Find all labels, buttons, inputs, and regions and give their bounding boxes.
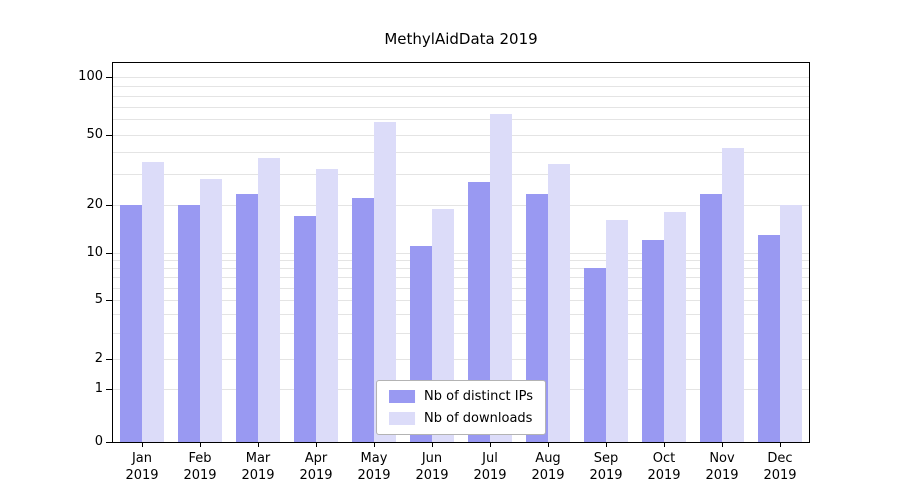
bar-downloads-jul bbox=[490, 114, 512, 442]
gridline-90 bbox=[113, 86, 809, 87]
x-tick-label-jan: Jan 2019 bbox=[125, 451, 159, 483]
x-tick-label-apr: Apr 2019 bbox=[299, 451, 333, 483]
gridline-20 bbox=[113, 205, 809, 206]
x-tick-label-nov: Nov 2019 bbox=[705, 451, 739, 483]
y-tick-label-100: 100 bbox=[78, 69, 103, 84]
y-tick-mark-10 bbox=[106, 253, 112, 254]
x-tick-mark-jul bbox=[490, 442, 491, 447]
plot-area: Nb of distinct IPs Nb of downloads bbox=[112, 62, 810, 443]
bar-downloads-may bbox=[374, 122, 396, 442]
bar-distinct-ips-oct bbox=[642, 240, 664, 442]
gridline-5 bbox=[113, 300, 809, 301]
x-tick-label-feb: Feb 2019 bbox=[183, 451, 217, 483]
gridline-30 bbox=[113, 174, 809, 175]
bar-distinct-ips-feb bbox=[178, 205, 200, 442]
bar-downloads-sep bbox=[606, 220, 628, 442]
y-tick-mark-1 bbox=[106, 389, 112, 390]
bar-distinct-ips-mar bbox=[236, 194, 258, 442]
y-tick-label-2: 2 bbox=[94, 351, 103, 366]
gridline-100 bbox=[113, 77, 809, 78]
legend-item-downloads: Nb of downloads bbox=[389, 411, 533, 426]
chart-title: MethylAidData 2019 bbox=[384, 30, 538, 48]
x-tick-label-jul: Jul 2019 bbox=[473, 451, 507, 483]
y-tick-mark-2 bbox=[106, 359, 112, 360]
y-tick-label-0: 0 bbox=[94, 434, 103, 449]
y-tick-label-5: 5 bbox=[94, 292, 103, 307]
gridline-7 bbox=[113, 277, 809, 278]
bar-downloads-oct bbox=[664, 212, 686, 442]
x-tick-mark-may bbox=[374, 442, 375, 447]
legend-swatch-distinct-ips bbox=[389, 390, 416, 403]
legend: Nb of distinct IPs Nb of downloads bbox=[376, 380, 546, 435]
x-tick-mark-jan bbox=[142, 442, 143, 447]
gridline-70 bbox=[113, 107, 809, 108]
gridline-60 bbox=[113, 119, 809, 120]
bar-distinct-ips-jan bbox=[120, 205, 142, 442]
x-tick-label-aug: Aug 2019 bbox=[531, 451, 565, 483]
x-tick-label-jun: Jun 2019 bbox=[415, 451, 449, 483]
x-tick-mark-mar bbox=[258, 442, 259, 447]
x-tick-mark-apr bbox=[316, 442, 317, 447]
x-tick-mark-sep bbox=[606, 442, 607, 447]
x-tick-mark-aug bbox=[548, 442, 549, 447]
x-tick-label-dec: Dec 2019 bbox=[763, 451, 797, 483]
gridline-50 bbox=[113, 135, 809, 136]
y-tick-label-20: 20 bbox=[86, 197, 103, 212]
y-tick-mark-100 bbox=[106, 77, 112, 78]
legend-label-downloads: Nb of downloads bbox=[424, 411, 533, 426]
y-tick-mark-0 bbox=[106, 442, 112, 443]
bar-downloads-jan bbox=[142, 162, 164, 442]
gridline-4 bbox=[113, 314, 809, 315]
bar-distinct-ips-jul bbox=[468, 182, 490, 442]
y-tick-mark-5 bbox=[106, 300, 112, 301]
bar-downloads-apr bbox=[316, 169, 338, 442]
x-tick-label-may: May 2019 bbox=[357, 451, 391, 483]
gridline-2 bbox=[113, 359, 809, 360]
x-tick-label-oct: Oct 2019 bbox=[647, 451, 681, 483]
y-tick-mark-20 bbox=[106, 205, 112, 206]
bar-distinct-ips-apr bbox=[294, 216, 316, 442]
bar-downloads-feb bbox=[200, 179, 222, 442]
legend-item-distinct-ips: Nb of distinct IPs bbox=[389, 389, 533, 404]
x-tick-mark-nov bbox=[722, 442, 723, 447]
gridline-40 bbox=[113, 152, 809, 153]
bar-downloads-dec bbox=[780, 205, 802, 442]
gridline-9 bbox=[113, 260, 809, 261]
x-tick-mark-jun bbox=[432, 442, 433, 447]
x-tick-mark-feb bbox=[200, 442, 201, 447]
gridline-3 bbox=[113, 333, 809, 334]
bar-downloads-mar bbox=[258, 158, 280, 442]
bar-distinct-ips-sep bbox=[584, 268, 606, 442]
x-tick-label-mar: Mar 2019 bbox=[241, 451, 275, 483]
bar-downloads-nov bbox=[722, 148, 744, 442]
x-tick-mark-dec bbox=[780, 442, 781, 447]
gridline-10 bbox=[113, 253, 809, 254]
x-tick-mark-oct bbox=[664, 442, 665, 447]
bar-distinct-ips-nov bbox=[700, 194, 722, 442]
y-tick-label-10: 10 bbox=[86, 245, 103, 260]
bar-downloads-aug bbox=[548, 164, 570, 442]
gridline-80 bbox=[113, 96, 809, 97]
y-tick-mark-50 bbox=[106, 135, 112, 136]
legend-label-distinct-ips: Nb of distinct IPs bbox=[424, 389, 533, 404]
y-tick-label-1: 1 bbox=[94, 381, 103, 396]
bar-distinct-ips-may bbox=[352, 198, 374, 442]
gridline-8 bbox=[113, 268, 809, 269]
legend-swatch-downloads bbox=[389, 412, 416, 425]
x-tick-label-sep: Sep 2019 bbox=[589, 451, 623, 483]
gridline-6 bbox=[113, 288, 809, 289]
y-tick-label-50: 50 bbox=[86, 127, 103, 142]
bar-distinct-ips-dec bbox=[758, 235, 780, 442]
